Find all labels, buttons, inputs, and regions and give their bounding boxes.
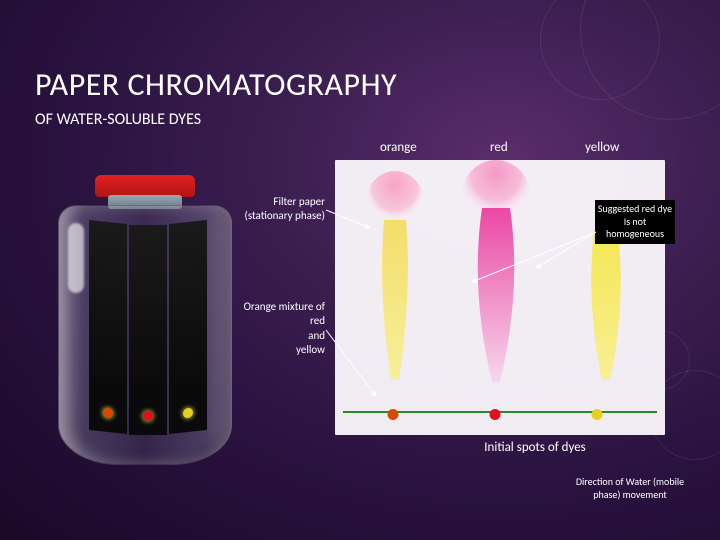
dye-spot-yellow	[183, 407, 193, 418]
callout-orange-mixture-text: Orange mixture of red and yellow	[225, 300, 325, 357]
column-label-orange: orange	[380, 140, 417, 155]
slide-subtitle: OF WATER-SOLUBLE DYES	[35, 110, 201, 129]
filter-papers	[88, 225, 208, 435]
start-spot-orange	[388, 409, 399, 420]
callout-initial-spots: Initial spots of dyes	[470, 440, 600, 457]
smear-red	[460, 160, 532, 385]
column-label-red: red	[490, 140, 508, 155]
jar-lid	[95, 175, 195, 197]
filter-paper-3	[169, 220, 207, 434]
smear-orange	[364, 170, 426, 385]
smear-yellow	[580, 225, 632, 385]
filter-paper-1	[89, 220, 127, 434]
callout-orange-mixture: Orange mixture of red and yellow	[225, 300, 325, 357]
slide-title: PAPER CHROMATOGRAPHY	[35, 65, 397, 104]
note-box-red-dye: Suggested red dye Is not homogeneous	[595, 200, 675, 244]
dye-spot-orange	[103, 407, 113, 418]
filter-paper-2	[129, 225, 167, 435]
jar-highlight	[68, 223, 84, 293]
column-label-yellow: yellow	[585, 140, 619, 155]
start-spot-red	[490, 409, 501, 420]
jar-illustration	[40, 175, 250, 485]
callout-filter-paper: Filter paper (stationary phase)	[225, 195, 325, 224]
dye-spot-red	[143, 411, 153, 421]
start-spot-yellow	[592, 409, 603, 420]
callout-direction: Direction of Water (mobile phase) moveme…	[565, 475, 695, 501]
